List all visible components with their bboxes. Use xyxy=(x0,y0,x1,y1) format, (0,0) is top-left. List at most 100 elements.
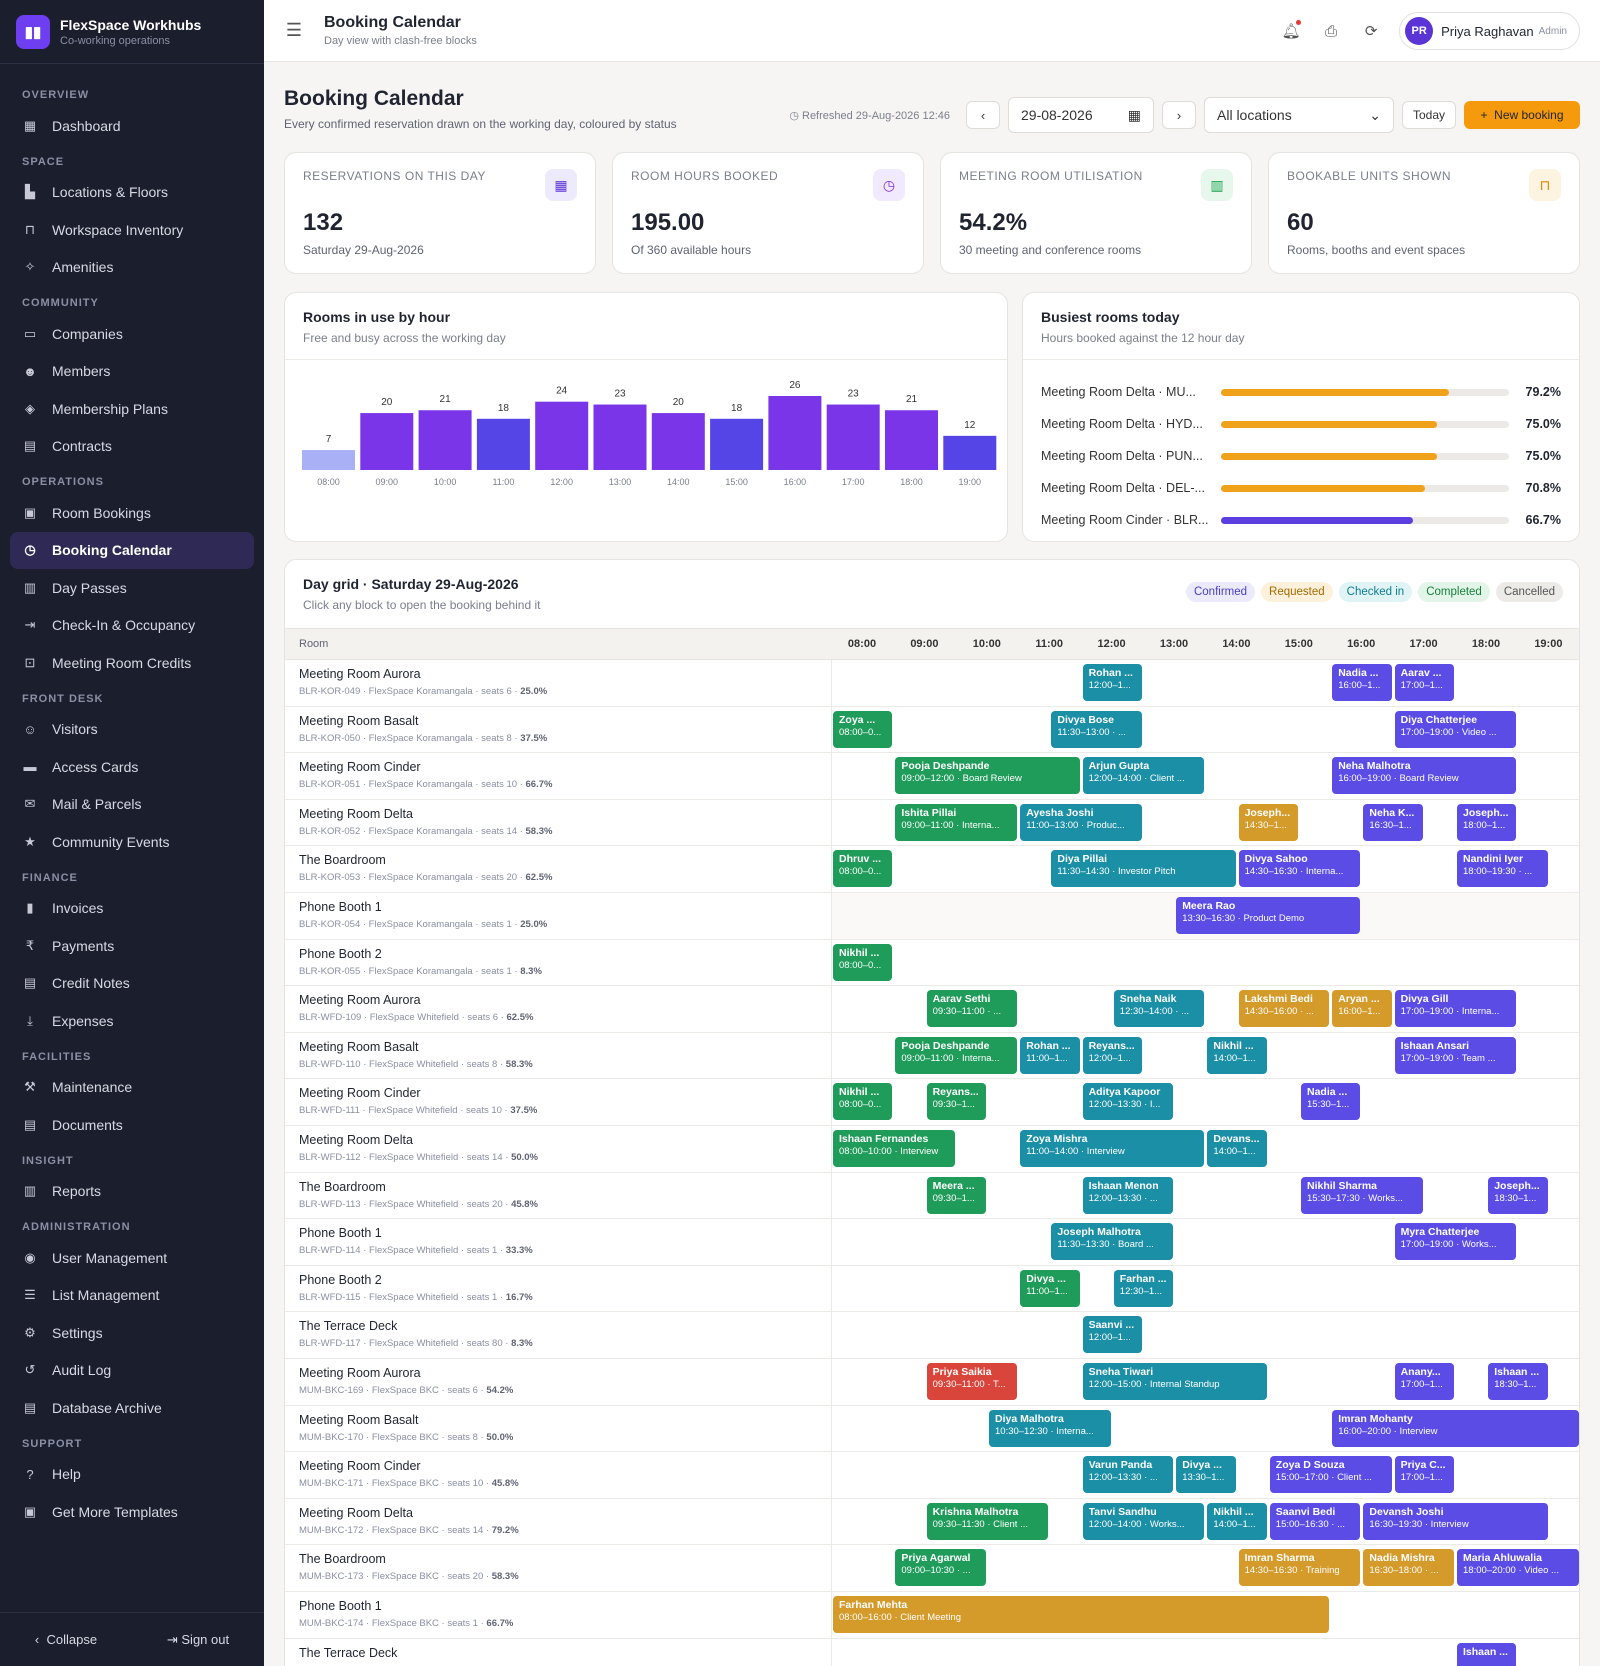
booking-block[interactable]: Aditya Kapoor 12:00–13:30 · I... xyxy=(1082,1083,1174,1121)
booking-block[interactable]: Ishaan ... 18:30–1... xyxy=(1488,1363,1548,1400)
booking-block[interactable]: Dhruv ... 08:00–0... xyxy=(833,850,893,888)
bar-14:00[interactable] xyxy=(651,413,705,470)
booking-block[interactable]: Meera ... 09:30–1... xyxy=(926,1176,986,1214)
booking-block[interactable]: Nikhil ... 08:00–0... xyxy=(833,1083,893,1121)
date-input[interactable]: 29-08-2026 ▦ xyxy=(1008,97,1154,133)
booking-block[interactable]: Anany... 17:00–1... xyxy=(1394,1363,1454,1400)
booking-block[interactable]: Nikhil Sharma 15:30–17:30 · Works... xyxy=(1301,1176,1423,1214)
busiest-row[interactable]: Meeting Room Cinder · BLR... 66.7% xyxy=(1023,504,1579,536)
booking-block[interactable]: Nandini Iyer 18:00–19:30 · ... xyxy=(1457,850,1548,888)
sidebar-item-user-management[interactable]: ◉ User Management xyxy=(10,1239,254,1277)
bar-08:00[interactable] xyxy=(302,450,355,470)
booking-block[interactable]: Joseph... 18:30–1... xyxy=(1488,1176,1548,1214)
sidebar-item-access-cards[interactable]: ▬ Access Cards xyxy=(10,748,254,786)
bar-12:00[interactable] xyxy=(535,401,589,470)
busiest-row[interactable]: Meeting Room Delta · MU... 79.2% xyxy=(1023,376,1579,408)
bar-17:00[interactable] xyxy=(826,404,880,470)
sidebar-item-check-in-occupancy[interactable]: ⇥ Check-In & Occupancy xyxy=(10,607,254,645)
booking-block[interactable]: Nikhil ... 14:00–1... xyxy=(1207,1036,1267,1074)
booking-block[interactable]: Krishna Malhotra 09:30–11:30 · Client ... xyxy=(926,1502,1049,1540)
booking-block[interactable]: Devansh Joshi 16:30–19:30 · Interview xyxy=(1363,1502,1548,1540)
collapse-button[interactable]: ‹ Collapse xyxy=(35,1632,97,1647)
refresh-icon[interactable]: ⟳ xyxy=(1364,23,1378,40)
booking-block[interactable]: Nadia Mishra 16:30–18:00 · ... xyxy=(1363,1549,1454,1587)
prev-day-button[interactable]: ‹ xyxy=(966,101,1000,129)
printer-icon[interactable]: ⎙ xyxy=(1325,22,1338,40)
new-booking-button[interactable]: + New booking xyxy=(1464,101,1580,129)
sidebar-item-contracts[interactable]: ▤ Contracts xyxy=(10,428,254,466)
booking-block[interactable]: Divya Sahoo 14:30–16:30 · Interna... xyxy=(1238,850,1361,888)
bar-15:00[interactable] xyxy=(710,418,764,470)
next-day-button[interactable]: › xyxy=(1162,101,1196,129)
booking-block[interactable]: Neha Malhotra 16:00–19:00 · Board Review xyxy=(1332,757,1517,795)
sidebar-item-invoices[interactable]: ▮ Invoices xyxy=(10,890,254,928)
booking-block[interactable]: Reyans... 09:30–1... xyxy=(926,1083,986,1121)
booking-block[interactable]: Ayesha Joshi 11:00–13:00 · Produc... xyxy=(1020,803,1142,841)
booking-block[interactable]: Myra Chatterjee 17:00–19:00 · Works... xyxy=(1394,1223,1517,1261)
booking-block[interactable]: Zoya D Souza 15:00–17:00 · Client ... xyxy=(1269,1456,1392,1494)
bar-11:00[interactable] xyxy=(476,418,530,470)
booking-block[interactable]: Lakshmi Bedi 14:30–16:00 · ... xyxy=(1238,990,1330,1028)
sidebar-item-reports[interactable]: ▥ Reports xyxy=(10,1173,254,1211)
sidebar-item-dashboard[interactable]: ▦ Dashboard xyxy=(10,107,254,145)
booking-block[interactable]: Saanvi ... 12:00–1... xyxy=(1082,1316,1142,1354)
sidebar-item-membership-plans[interactable]: ◈ Membership Plans xyxy=(10,390,254,428)
booking-block[interactable]: Ishaan Menon 12:00–13:30 · ... xyxy=(1082,1176,1174,1214)
booking-block[interactable]: Nadia ... 16:00–1... xyxy=(1332,664,1392,701)
booking-block[interactable]: Aarav ... 17:00–1... xyxy=(1394,664,1454,701)
booking-block[interactable]: Sneha Naik 12:30–14:00 · ... xyxy=(1113,990,1205,1028)
sidebar-item-credit-notes[interactable]: ▤ Credit Notes xyxy=(10,965,254,1003)
sidebar-item-visitors[interactable]: ☺ Visitors xyxy=(10,711,254,749)
legend-requested[interactable]: Requested xyxy=(1261,582,1333,602)
today-button[interactable]: Today xyxy=(1402,101,1456,129)
booking-block[interactable]: Ishaan Ansari 17:00–19:00 · Team ... xyxy=(1394,1036,1517,1074)
bar-13:00[interactable] xyxy=(593,404,647,470)
booking-block[interactable]: Diya Pillai 11:30–14:30 · Investor Pitch xyxy=(1051,850,1236,888)
booking-block[interactable]: Farhan ... 12:30–1... xyxy=(1113,1269,1174,1307)
booking-block[interactable]: Priya C... 17:00–1... xyxy=(1394,1456,1454,1494)
booking-block[interactable]: Ishita Pillai 09:00–11:00 · Interna... xyxy=(895,803,1018,841)
booking-block[interactable]: Devans... 14:00–1... xyxy=(1207,1130,1267,1167)
sidebar-item-get-more-templates[interactable]: ▣ Get More Templates xyxy=(10,1493,254,1531)
booking-block[interactable]: Joseph... 18:00–1... xyxy=(1457,803,1517,841)
booking-block[interactable]: Nadia ... 15:30–1... xyxy=(1301,1083,1361,1121)
sign-out-button[interactable]: ⇥ Sign out xyxy=(167,1632,229,1648)
bar-19:00[interactable] xyxy=(943,435,997,470)
booking-block[interactable]: Divya ... 11:00–1... xyxy=(1020,1269,1080,1307)
sidebar-item-room-bookings[interactable]: ▣ Room Bookings xyxy=(10,494,254,532)
sidebar-item-expenses[interactable]: ⤓ Expenses xyxy=(10,1002,254,1040)
sidebar-item-members[interactable]: ☻ Members xyxy=(10,353,254,391)
booking-block[interactable]: Saanvi Bedi 15:00–16:30 · ... xyxy=(1269,1502,1361,1540)
sidebar-item-mail-parcels[interactable]: ✉ Mail & Parcels xyxy=(10,786,254,824)
booking-block[interactable]: Diya Malhotra 10:30–12:30 · Interna... xyxy=(989,1409,1111,1447)
legend-cancelled[interactable]: Cancelled xyxy=(1495,582,1563,602)
booking-block[interactable]: Ishaan Fernandes 08:00–10:00 · Interview xyxy=(833,1130,955,1167)
booking-block[interactable]: Divya Gill 17:00–19:00 · Interna... xyxy=(1394,990,1517,1028)
booking-block[interactable]: Priya Agarwal 09:00–10:30 · ... xyxy=(895,1549,986,1587)
sidebar-item-payments[interactable]: ₹ Payments xyxy=(10,927,254,965)
sidebar-item-companies[interactable]: ▭ Companies xyxy=(10,315,254,353)
booking-block[interactable]: Rohan ... 12:00–1... xyxy=(1082,664,1142,701)
booking-block[interactable]: Sneha Tiwari 12:00–15:00 · Internal Stand… xyxy=(1082,1363,1267,1400)
booking-block[interactable]: Nikhil ... 14:00–1... xyxy=(1207,1502,1267,1540)
busiest-row[interactable]: Meeting Room Delta · DEL-... 70.8% xyxy=(1023,472,1579,504)
brand[interactable]: ▮▮ FlexSpace Workhubs Co-working operati… xyxy=(0,0,264,64)
booking-block[interactable]: Arjun Gupta 12:00–14:00 · Client ... xyxy=(1082,757,1205,795)
booking-block[interactable]: Aarav Sethi 09:30–11:00 · ... xyxy=(926,990,1018,1028)
menu-icon[interactable]: ☰ xyxy=(285,20,303,40)
sidebar-item-workspace-inventory[interactable]: ⊓ Workspace Inventory xyxy=(10,211,254,249)
booking-block[interactable]: Divya ... 13:30–1... xyxy=(1176,1456,1236,1494)
location-select[interactable]: All locations ⌄ xyxy=(1204,97,1394,133)
bar-09:00[interactable] xyxy=(360,413,414,470)
booking-block[interactable]: Imran Sharma 14:30–16:30 · Training xyxy=(1238,1549,1361,1587)
bell-icon[interactable]: 🔔︎ xyxy=(1271,20,1311,40)
booking-block[interactable]: Rohan ... 11:00–1... xyxy=(1020,1036,1080,1074)
booking-block[interactable]: Tanvi Sandhu 12:00–14:00 · Works... xyxy=(1082,1502,1205,1540)
booking-block[interactable]: Ishaan ... xyxy=(1457,1642,1517,1666)
sidebar-item-amenities[interactable]: ✧ Amenities xyxy=(10,249,254,287)
bar-10:00[interactable] xyxy=(418,410,472,470)
busiest-row[interactable]: Meeting Room Delta · HYD... 75.0% xyxy=(1023,408,1579,440)
booking-block[interactable]: Zoya ... 08:00–0... xyxy=(833,710,893,748)
bar-18:00[interactable] xyxy=(885,410,938,470)
legend-completed[interactable]: Completed xyxy=(1418,582,1490,602)
